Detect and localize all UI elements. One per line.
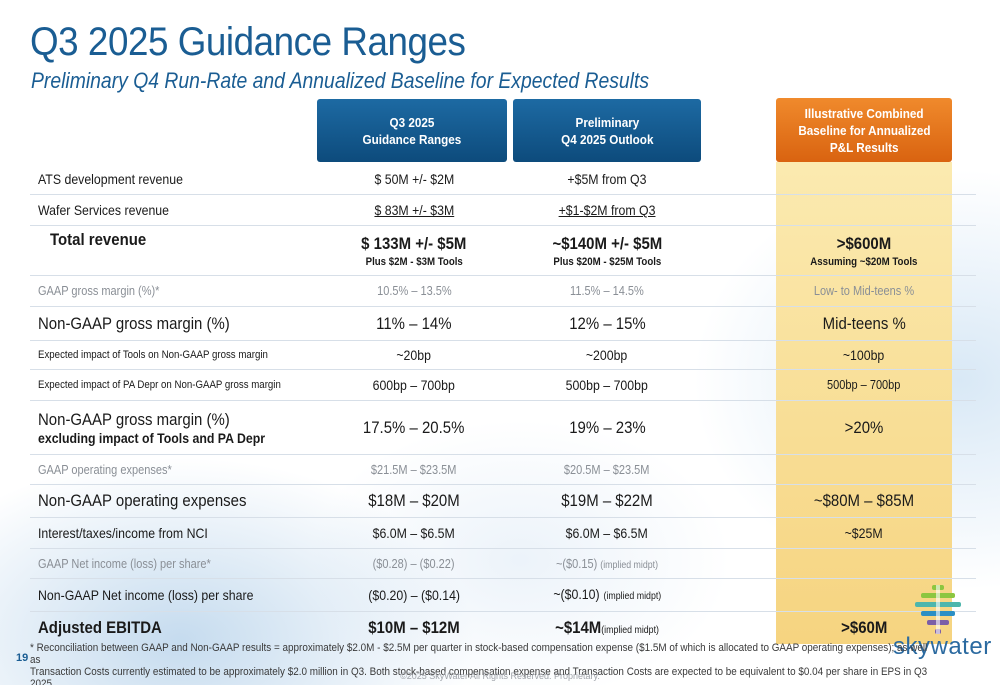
table-row: Adjusted EBITDA $10M – $12M ~$14M(implie… (30, 612, 976, 643)
page-subtitle: Preliminary Q4 Run-Rate and Annualized B… (31, 68, 650, 93)
header-q4-line1: Preliminary (575, 114, 639, 130)
table-row: ATS development revenue $ 50M +/- $2M +$… (30, 164, 976, 195)
row-label: GAAP operating expenses* (38, 462, 172, 477)
q3-value: 17.5% – 20.5% (363, 417, 465, 437)
q3-value: $ 50M +/- $2M (374, 171, 454, 187)
row-label: Non-GAAP Net income (loss) per share (38, 587, 254, 603)
combined-value: Low- to Mid-teens % (813, 284, 915, 298)
table-row: GAAP operating expenses* $21.5M – $23.5M… (30, 455, 976, 485)
q4-value: 19% – 23% (568, 417, 646, 437)
row-label: Expected impact of Tools on Non-GAAP gro… (38, 349, 268, 361)
q4-value: +$1-$2M from Q3 (558, 202, 656, 218)
combined-value: >$60M (840, 617, 888, 637)
table-row: Non-GAAP operating expenses $18M – $20M … (30, 485, 976, 518)
q4-value: 11.5% – 14.5% (570, 284, 644, 298)
q3-value: ($0.20) – ($0.14) (368, 587, 460, 603)
table-row: Interest/taxes/income from NCI $6.0M – $… (30, 518, 976, 549)
table-row: GAAP gross margin (%)* 10.5% – 13.5% 11.… (30, 276, 976, 307)
row-label: ATS development revenue (38, 171, 183, 187)
implied-midpoint-note: (implied midpt) (603, 591, 661, 602)
row-label: Interest/taxes/income from NCI (38, 525, 208, 541)
header-q3-guidance: Q3 2025 Guidance Ranges (317, 99, 507, 162)
table-row: Non-GAAP gross margin (%) 11% – 14% 12% … (30, 307, 976, 341)
header-q3-line1: Q3 2025 (389, 114, 435, 130)
table-row: Expected impact of Tools on Non-GAAP gro… (30, 341, 976, 370)
q4-value: ~200bp (586, 347, 628, 363)
q4-value: ~$14M(implied midpt) (555, 617, 659, 637)
table-row: Non-GAAP Net income (loss) per share ($0… (30, 579, 976, 612)
page-number: 19 (16, 652, 29, 664)
q3-value: $ 83M +/- $3M (374, 202, 454, 218)
q3-value: ($0.28) – ($0.22) (373, 556, 455, 571)
implied-midpoint-note: (implied midpt) (600, 559, 659, 571)
q4-value: $19M – $22M (561, 491, 653, 510)
table-row: Total revenue $ 133M +/- $5M Plus $2M - … (30, 226, 976, 276)
q4-value: ~$140M +/- $5M Plus $20M - $25M Tools (552, 233, 662, 268)
row-label: Non-GAAP gross margin (%) excluding impa… (38, 409, 266, 446)
combined-value: Mid-teens % (822, 313, 906, 333)
q3-value: $6.0M – $6.5M (372, 525, 456, 541)
row-label: Non-GAAP gross margin (%) (38, 313, 230, 333)
q3-value: 10.5% – 13.5% (376, 284, 452, 298)
q3-value: $ 133M +/- $5M Plus $2M - $3M Tools (361, 233, 467, 268)
q3-value: $10M – $12M (368, 617, 460, 637)
combined-value: ~100bp (843, 347, 885, 363)
row-label: Expected impact of PA Depr on Non-GAAP g… (38, 379, 281, 391)
row-label: GAAP Net income (loss) per share* (38, 556, 211, 571)
footnote: * Reconciliation between GAAP and Non-GA… (30, 642, 939, 685)
footnote-line-2: Transaction Costs currently estimated to… (30, 666, 928, 685)
q3-value: 600bp – 700bp (372, 377, 456, 393)
implied-midpoint-note: (implied midpt) (601, 624, 659, 636)
header-q4-line2: Q4 2025 Outlook (560, 131, 654, 147)
row-label: Adjusted EBITDA (38, 617, 162, 637)
page-title: Q3 2025 Guidance Ranges (30, 20, 466, 64)
row-label: Non-GAAP operating expenses (38, 491, 247, 510)
copyright: ©2025 SkyWater All Rights Reserved. Prop… (400, 671, 600, 681)
header-q3-line2: Guidance Ranges (362, 131, 462, 147)
q3-value: $21.5M – $23.5M (371, 462, 457, 477)
combined-value: ~$25M (844, 525, 884, 541)
q4-value: $20.5M – $23.5M (564, 462, 650, 477)
combined-value: 500bp – 700bp (827, 378, 901, 392)
q4-value: ~($0.10) (implied midpt) (553, 586, 661, 602)
q3-value: 11% – 14% (376, 313, 452, 333)
q4-value: ~($0.15) (implied midpt) (555, 556, 659, 571)
row-label: GAAP gross margin (%)* (38, 284, 160, 298)
combined-column-highlight (776, 162, 952, 644)
skywater-logo-text: skywater (893, 633, 992, 660)
q4-value: $6.0M – $6.5M (565, 525, 649, 541)
header-q4-outlook: Preliminary Q4 2025 Outlook (513, 99, 701, 162)
q4-value: 500bp – 700bp (565, 377, 649, 393)
q3-value: ~20bp (396, 347, 432, 363)
q4-value: +$5M from Q3 (567, 171, 647, 187)
row-label-subnote: excluding impact of Tools and PA Depr (38, 429, 266, 446)
combined-value: >20% (844, 417, 884, 437)
q3-subnote: Plus $2M - $3M Tools (365, 255, 463, 268)
q4-value: 12% – 15% (568, 313, 646, 333)
footnote-line-1: * Reconciliation between GAAP and Non-GA… (30, 642, 928, 666)
combined-value: >$600M Assuming ~$20M Tools (810, 233, 918, 268)
table-row: Expected impact of PA Depr on Non-GAAP g… (30, 370, 976, 401)
header-combined-baseline: Illustrative Combined Baseline for Annua… (776, 98, 952, 162)
header-combined-line1: Illustrative Combined (804, 105, 924, 121)
header-combined-line3: P&L Results (829, 139, 899, 155)
header-combined-line2: Baseline for Annualized (797, 122, 931, 138)
row-label: Wafer Services revenue (38, 202, 170, 218)
q4-subnote: Plus $20M - $25M Tools (553, 255, 661, 268)
combined-subnote: Assuming ~$20M Tools (810, 255, 918, 268)
combined-value: ~$80M – $85M (813, 491, 915, 510)
skywater-logo-mark (915, 585, 961, 634)
table-row: GAAP Net income (loss) per share* ($0.28… (30, 549, 976, 579)
row-label: Total revenue (50, 230, 147, 249)
table-row: Non-GAAP gross margin (%) excluding impa… (30, 401, 976, 455)
table-row: Wafer Services revenue $ 83M +/- $3M +$1… (30, 195, 976, 226)
q3-value: $18M – $20M (368, 491, 460, 510)
